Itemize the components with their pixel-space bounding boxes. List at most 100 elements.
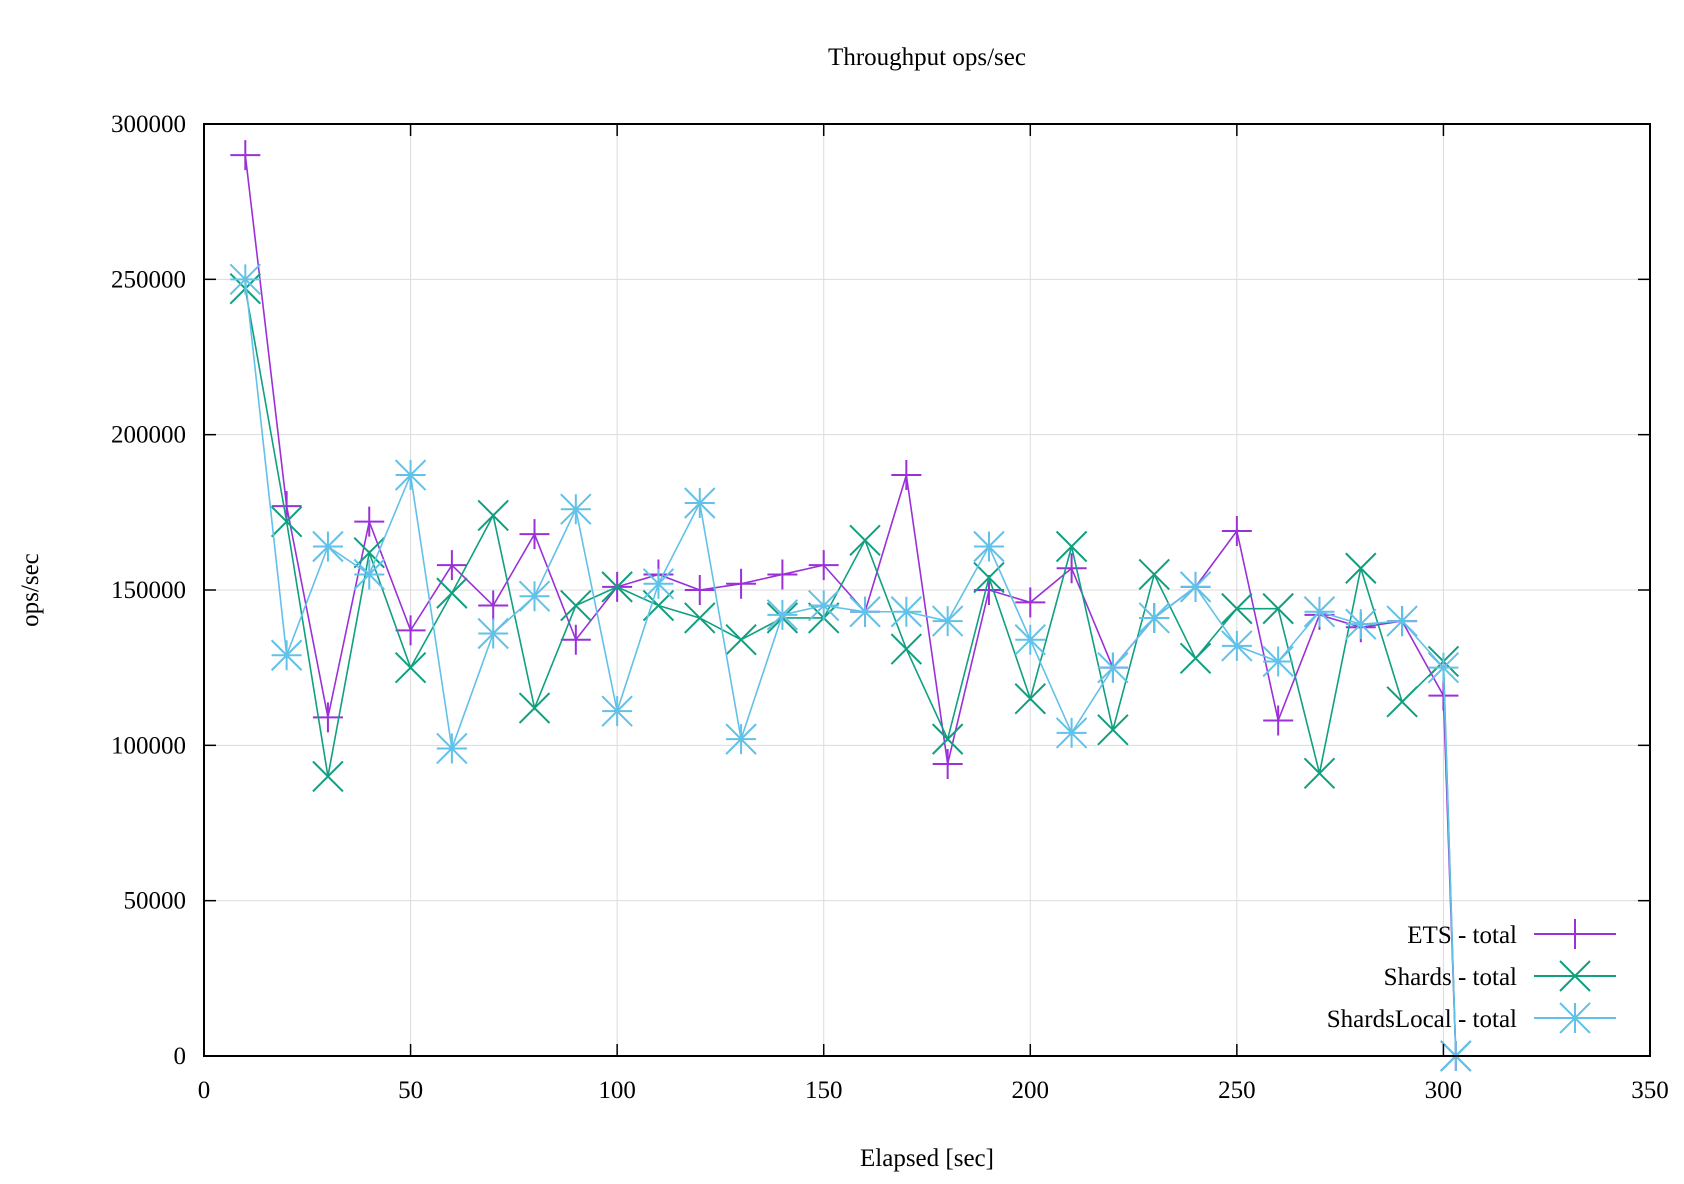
star-marker bbox=[931, 605, 964, 637]
x-tick-label: 350 bbox=[1631, 1077, 1669, 1104]
cross-marker bbox=[312, 760, 344, 793]
star-marker bbox=[808, 589, 840, 622]
cross-marker bbox=[1014, 683, 1046, 715]
cross-marker bbox=[1097, 714, 1129, 746]
x-tick-label: 300 bbox=[1425, 1077, 1463, 1104]
star-marker bbox=[477, 617, 509, 650]
star-marker bbox=[1559, 1002, 1591, 1034]
series-layer bbox=[229, 140, 1472, 1072]
plus-marker bbox=[726, 568, 757, 599]
star-marker bbox=[312, 530, 344, 563]
y-tick-label: 200000 bbox=[111, 422, 186, 449]
star-marker bbox=[725, 723, 757, 755]
star-marker bbox=[890, 596, 923, 628]
cross-marker bbox=[849, 524, 881, 557]
cross-marker bbox=[353, 537, 385, 569]
x-axis-label: Elapsed [sec] bbox=[860, 1145, 994, 1172]
star-marker bbox=[601, 695, 633, 727]
legend-label: ShardsLocal - total bbox=[1327, 1006, 1517, 1033]
y-tick-label: 100000 bbox=[111, 732, 186, 759]
plus-marker bbox=[1015, 587, 1046, 618]
star-marker bbox=[1303, 596, 1336, 628]
x-tick-label: 200 bbox=[1012, 1077, 1050, 1104]
cross-marker bbox=[477, 499, 509, 532]
star-marker bbox=[1221, 630, 1253, 662]
cross-marker bbox=[270, 505, 303, 538]
cross-marker bbox=[1559, 960, 1591, 992]
plus-marker bbox=[436, 550, 467, 581]
cross-marker bbox=[890, 633, 923, 665]
star-marker bbox=[229, 263, 262, 296]
star-marker bbox=[394, 459, 427, 491]
plus-marker bbox=[891, 460, 922, 491]
legend-marker bbox=[1560, 919, 1590, 949]
cross-marker bbox=[1303, 757, 1336, 790]
axis-ticks: 0 50 100 150 200 250 300 350 0 50000 100000 150000 2… bbox=[111, 111, 1669, 1104]
x-tick-label: 50 bbox=[398, 1077, 423, 1104]
star-marker bbox=[436, 732, 468, 765]
cross-marker bbox=[394, 651, 427, 684]
cross-marker bbox=[931, 723, 964, 755]
star-marker bbox=[353, 558, 385, 591]
plus-marker bbox=[1560, 919, 1590, 949]
star-marker bbox=[684, 487, 716, 519]
y-tick-label: 300000 bbox=[111, 111, 186, 138]
plus-marker bbox=[932, 748, 963, 779]
plus-marker bbox=[684, 575, 715, 605]
cross-marker bbox=[436, 577, 468, 609]
y-tick-label: 50000 bbox=[124, 888, 187, 915]
star-marker bbox=[1097, 651, 1129, 684]
cross-marker bbox=[1055, 530, 1088, 563]
star-marker bbox=[518, 580, 551, 612]
y-tick-label: 250000 bbox=[111, 266, 186, 293]
plus-marker bbox=[395, 615, 426, 646]
plus-marker bbox=[230, 140, 261, 171]
y-tick-label: 150000 bbox=[111, 577, 186, 604]
star-marker bbox=[766, 599, 799, 631]
chart-title: Throughput ops/sec bbox=[828, 44, 1026, 71]
star-marker bbox=[560, 493, 592, 525]
star-marker bbox=[270, 639, 303, 671]
plus-marker bbox=[271, 491, 302, 522]
legend-marker bbox=[1559, 1002, 1591, 1034]
star-marker bbox=[1179, 571, 1212, 603]
star-marker bbox=[849, 596, 881, 628]
cross-marker bbox=[1262, 592, 1294, 625]
legend-label: Shards - total bbox=[1384, 964, 1517, 991]
plus-marker bbox=[560, 624, 591, 655]
x-tick-label: 250 bbox=[1218, 1077, 1256, 1104]
cross-marker bbox=[1221, 592, 1253, 625]
series-shardslocal-total bbox=[229, 263, 1472, 1072]
cross-marker bbox=[601, 571, 633, 603]
plus-marker bbox=[767, 559, 798, 590]
y-tick-label: 0 bbox=[174, 1043, 187, 1070]
cross-marker bbox=[1386, 686, 1418, 718]
cross-marker bbox=[560, 589, 592, 622]
plus-marker bbox=[1056, 553, 1087, 584]
cross-marker bbox=[1179, 642, 1212, 675]
star-marker bbox=[1427, 651, 1460, 684]
cross-marker bbox=[1138, 558, 1170, 591]
legend: ETS - total Shards - total ShardsLocal - t… bbox=[1327, 919, 1616, 1034]
star-marker bbox=[1345, 608, 1377, 640]
x-tick-label: 0 bbox=[198, 1077, 211, 1104]
legend-marker bbox=[1559, 960, 1591, 992]
x-tick-label: 150 bbox=[805, 1077, 843, 1104]
cross-marker bbox=[684, 602, 716, 634]
plus-marker bbox=[1263, 705, 1294, 736]
star-marker bbox=[1055, 717, 1088, 749]
star-marker bbox=[973, 530, 1005, 563]
star-marker bbox=[1262, 645, 1294, 678]
plus-marker bbox=[519, 519, 550, 550]
cross-marker bbox=[725, 623, 757, 656]
plus-marker bbox=[808, 550, 839, 581]
cross-marker bbox=[518, 692, 551, 724]
cross-marker bbox=[1345, 552, 1377, 584]
star-marker bbox=[1386, 605, 1418, 637]
plus-marker bbox=[354, 506, 385, 537]
star-marker bbox=[1014, 623, 1046, 656]
legend-label: ETS - total bbox=[1407, 922, 1517, 949]
